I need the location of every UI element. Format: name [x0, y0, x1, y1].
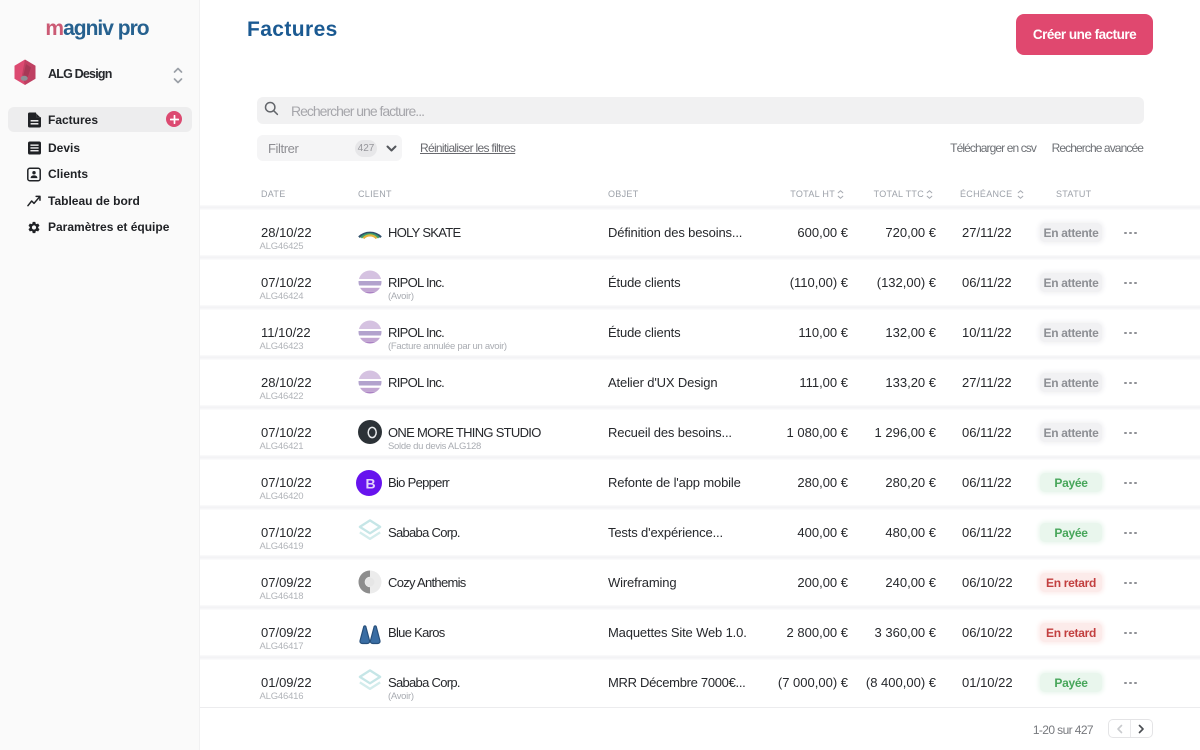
svg-text:B: B: [365, 475, 375, 491]
